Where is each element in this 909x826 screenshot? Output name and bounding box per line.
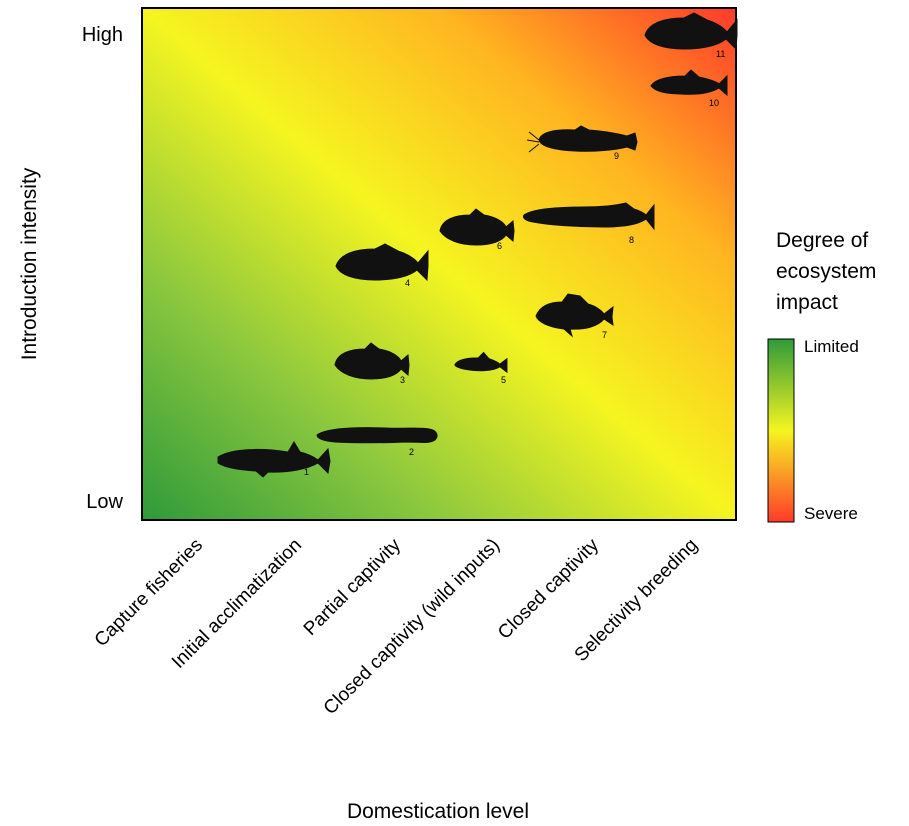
fish-number-label: 8 bbox=[629, 235, 634, 245]
fish-number-label: 10 bbox=[709, 98, 719, 108]
x-tick-label: Closed captivity (wild inputs) bbox=[320, 535, 504, 719]
fish-number-label: 9 bbox=[614, 151, 619, 161]
fish-number-label: 2 bbox=[409, 447, 414, 457]
plot-area bbox=[142, 8, 736, 520]
y-tick-low: Low bbox=[86, 491, 123, 513]
fish-marker bbox=[317, 428, 437, 443]
legend-title-line-1: Degree of bbox=[776, 229, 868, 252]
fish-number-label: 4 bbox=[405, 278, 410, 288]
y-axis-title: Introduction intensity bbox=[18, 167, 41, 360]
fish-number-label: 5 bbox=[501, 375, 506, 385]
x-tick-label: Partial captivity bbox=[300, 534, 406, 640]
fish-number-label: 3 bbox=[400, 375, 405, 385]
fish-number-label: 11 bbox=[716, 49, 725, 59]
legend-title-line-3: impact bbox=[776, 291, 838, 314]
legend-color-bar bbox=[768, 339, 794, 522]
legend-label-severe: Severe bbox=[804, 504, 858, 523]
y-tick-high: High bbox=[82, 24, 123, 46]
x-tick-label: Capture fisheries bbox=[91, 535, 207, 651]
legend: Degree of ecosystem impact Limited Sever… bbox=[768, 229, 876, 523]
fish-number-label: 1 bbox=[304, 467, 309, 477]
x-tick-label: Closed captivity bbox=[494, 534, 603, 643]
fish-number-label: 6 bbox=[497, 241, 502, 251]
legend-title-line-2: ecosystem bbox=[776, 260, 876, 283]
x-axis-title: Domestication level bbox=[347, 800, 529, 823]
legend-label-limited: Limited bbox=[804, 337, 859, 356]
fish-number-label: 7 bbox=[602, 330, 607, 340]
